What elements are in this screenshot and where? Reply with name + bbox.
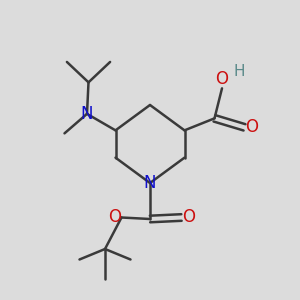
- Text: H: H: [234, 64, 245, 79]
- Text: O: O: [182, 208, 196, 226]
- Text: N: N: [144, 174, 156, 192]
- Text: O: O: [215, 70, 229, 88]
- Text: O: O: [108, 208, 121, 226]
- Text: O: O: [245, 118, 259, 136]
- Text: N: N: [81, 105, 93, 123]
